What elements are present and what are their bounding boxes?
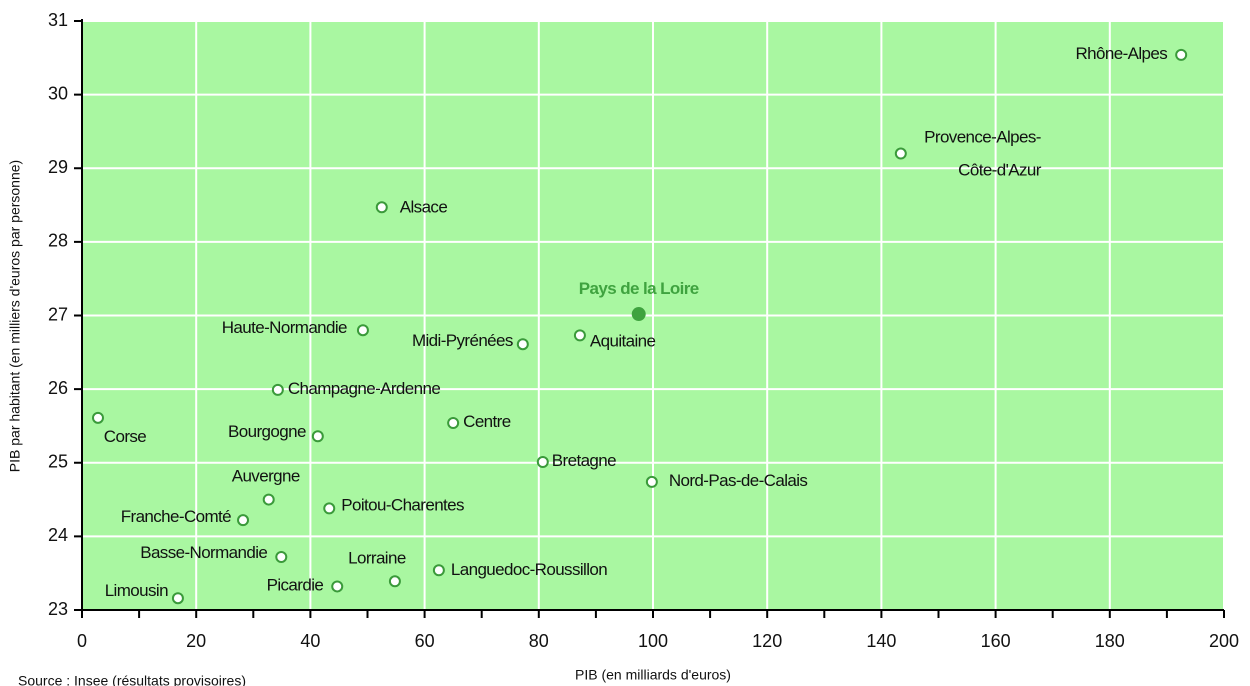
label-line: Côte-d'Azur: [958, 161, 1042, 180]
y-tick-label: 26: [48, 378, 68, 398]
y-axis-label: PIB par habitant (en milliers d'euros pa…: [7, 160, 23, 472]
label-line: Limousin: [105, 582, 168, 601]
point: [262, 493, 275, 506]
y-tick-label: 27: [48, 304, 68, 324]
label-line: Poitou-Charentes: [341, 496, 464, 515]
point: [432, 564, 445, 577]
point: [331, 580, 344, 593]
x-tick-label: 120: [752, 631, 782, 651]
label-line: Midi-Pyrénées: [412, 332, 513, 351]
point-label: Nord-Pas-de-Calais: [669, 471, 808, 490]
point-label: Midi-Pyrénées: [412, 332, 513, 351]
y-tick-label: 29: [48, 157, 68, 177]
label-line: Alsace: [400, 198, 448, 217]
point: [356, 324, 369, 337]
x-tick-label: 20: [186, 631, 206, 651]
label-line: Rhône-Alpes: [1075, 44, 1167, 63]
point-label: Aquitaine: [590, 332, 656, 351]
point: [447, 416, 460, 429]
y-tick-label: 23: [48, 599, 68, 619]
x-tick-label: 100: [638, 631, 668, 651]
source: Source : Insee (résultats provisoires): [18, 673, 246, 686]
point: [388, 575, 401, 588]
x-tick-label: 200: [1209, 631, 1239, 651]
label-line: Franche-Comté: [121, 508, 231, 527]
point-label: Provence-Alpes- Côte-d'Azur: [924, 128, 1042, 180]
label-line: Aquitaine: [590, 332, 656, 351]
point-label: Centre: [463, 412, 511, 431]
point: [91, 411, 104, 424]
label-line: Bourgogne: [228, 423, 306, 442]
y-tick-label: 30: [48, 83, 68, 103]
label-line: Centre: [463, 412, 511, 431]
label-line: Lorraine: [348, 549, 406, 568]
point: [645, 475, 658, 488]
point: [894, 147, 907, 160]
point-label: Pays de la Loire: [579, 280, 699, 299]
point: [516, 338, 529, 351]
x-tick-label: 0: [77, 631, 87, 651]
y-tick-label: 25: [48, 452, 68, 472]
x-tick-label: 60: [415, 631, 435, 651]
y-tick-label: 31: [48, 10, 68, 30]
label-line: Nord-Pas-de-Calais: [669, 471, 808, 490]
label-line: Bretagne: [552, 451, 616, 470]
x-tick-label: 140: [866, 631, 896, 651]
point-label: Auvergne: [232, 467, 300, 486]
label-line: Champagne-Ardenne: [288, 379, 440, 398]
point: [536, 456, 549, 469]
y-tick-label: 28: [48, 231, 68, 251]
point: [311, 430, 324, 443]
label-line: Haute-Normandie: [222, 319, 347, 338]
y-tick-label: 24: [48, 525, 68, 545]
point: [323, 502, 336, 515]
point: [573, 329, 586, 342]
label-line: Auvergne: [232, 467, 300, 486]
point-label: Limousin: [105, 582, 168, 601]
label-line: Pays de la Loire: [579, 280, 699, 299]
point-label: Lorraine: [348, 549, 406, 568]
point: [631, 307, 646, 322]
point: [275, 550, 288, 563]
point-label: Haute-Normandie: [222, 319, 347, 338]
x-tick-label: 180: [1095, 631, 1125, 651]
point-label: Alsace: [400, 198, 448, 217]
label-line: Corse: [104, 427, 146, 446]
point-label: Basse-Normandie: [140, 543, 267, 562]
point-label: Bourgogne: [228, 423, 306, 442]
label-line: Basse-Normandie: [140, 543, 267, 562]
x-axis-label: PIB (en milliards d'euros): [575, 667, 731, 683]
point: [271, 383, 284, 396]
point-label: Franche-Comté: [121, 508, 231, 527]
point-label: Bretagne: [552, 451, 616, 470]
point: [1175, 48, 1188, 61]
label-line: Languedoc-Roussillon: [451, 561, 607, 580]
point-label: Picardie: [267, 576, 324, 595]
label-line: Provence-Alpes-: [924, 128, 1041, 147]
label-line: Picardie: [267, 576, 324, 595]
point: [237, 514, 250, 527]
point-label: Languedoc-Roussillon: [451, 561, 607, 580]
point: [375, 201, 388, 214]
x-tick-label: 160: [981, 631, 1011, 651]
x-tick-label: 40: [300, 631, 320, 651]
point-label: Champagne-Ardenne: [288, 379, 440, 398]
x-tick-label: 80: [529, 631, 549, 651]
point: [171, 592, 184, 605]
point-label: Poitou-Charentes: [341, 496, 464, 515]
point-label: Corse: [104, 427, 146, 446]
point-label: Rhône-Alpes: [1075, 44, 1167, 63]
